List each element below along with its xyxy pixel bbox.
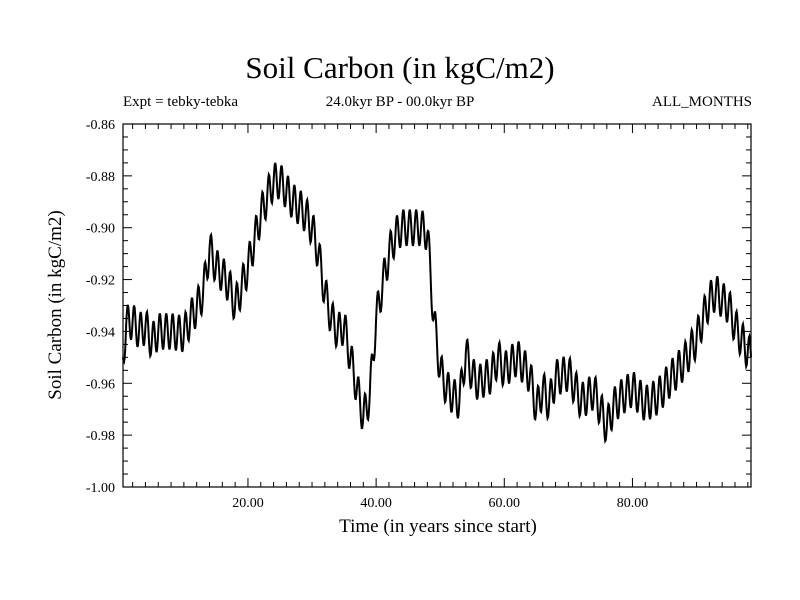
experiment-label: Expt = tebky-tebka <box>123 94 239 110</box>
y-tick-label: -0.98 <box>86 429 115 444</box>
x-tick-label: 60.00 <box>489 496 521 511</box>
plot-frame <box>122 123 752 488</box>
months-label: ALL_MONTHS <box>652 94 752 110</box>
y-tick-label: -0.94 <box>86 325 115 340</box>
y-tick-label: -0.86 <box>86 118 115 133</box>
x-tick-label: 80.00 <box>617 496 649 511</box>
chart-title: Soil Carbon (in kgC/m2) <box>245 50 555 85</box>
x-axis-label: Time (in years since start) <box>339 516 537 537</box>
y-tick-label: -1.00 <box>86 481 115 496</box>
y-tick-label: -0.92 <box>86 274 115 289</box>
y-tick-label: -0.90 <box>86 222 115 237</box>
y-tick-label: -0.88 <box>86 170 115 185</box>
y-tick-label: -0.96 <box>86 377 115 392</box>
time-range-label: 24.0kyr BP - 00.0kyr BP <box>325 94 475 110</box>
series-line <box>122 162 752 444</box>
axis-ticks: 20.00 40.00 60.00 80.00 -0.86 -0.88 -0.90 -0.92… <box>86 118 751 511</box>
y-axis-label: Soil Carbon (in kgC/m2) <box>45 210 66 399</box>
x-tick-label: 40.00 <box>360 496 392 511</box>
x-tick-label: 20.00 <box>232 496 264 511</box>
